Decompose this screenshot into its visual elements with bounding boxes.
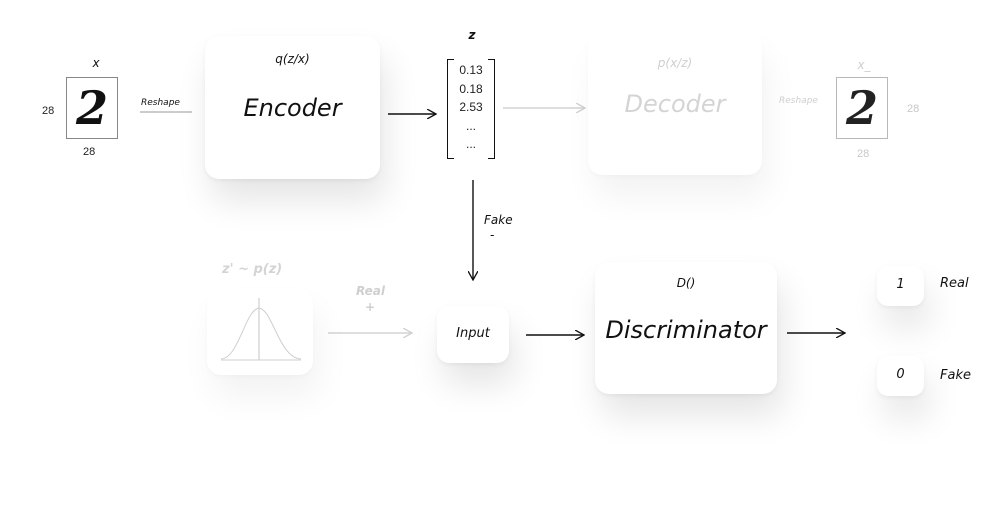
fake-path-label: Fake <box>484 213 513 227</box>
output-real-label: Real <box>940 276 969 291</box>
output-fake-label: Fake <box>940 368 971 383</box>
latent-values: 0.13 0.18 2.53 ... ... <box>447 61 495 154</box>
encoder-box <box>205 36 380 179</box>
decoder-formula: p(x/z) <box>657 56 693 70</box>
input-dim-bottom: 28 <box>83 146 96 158</box>
output-digit-image: 2 <box>836 77 888 139</box>
encoder-formula: q(z/x) <box>275 52 310 66</box>
output-real-box <box>877 266 924 306</box>
output-fake-value: 0 <box>896 367 905 382</box>
input-label: x <box>92 56 100 70</box>
vector-bracket-left <box>447 59 454 159</box>
gaussian-curve-icon <box>220 298 302 361</box>
input-digit-image: 2 <box>66 77 118 139</box>
discriminator-title: Discriminator <box>605 316 767 344</box>
discriminator-formula: D() <box>676 276 696 290</box>
input-node-box <box>437 306 509 363</box>
encoder-title: Encoder <box>243 94 342 122</box>
reshape-label-right: Reshape <box>779 96 818 106</box>
prior-box <box>207 288 313 375</box>
latent-value: 0.18 <box>459 81 483 96</box>
input-node-label: Input <box>456 326 490 341</box>
prior-label: z' ~ p(z) <box>222 262 283 277</box>
decoder-title: Decoder <box>624 90 726 118</box>
latent-value: ... <box>465 137 476 151</box>
latent-value: ... <box>465 118 476 133</box>
vector-bracket-right <box>488 59 495 159</box>
output-dim-right: 28 <box>907 103 920 115</box>
reshape-label-left: Reshape <box>141 98 180 108</box>
latent-value: 0.13 <box>459 63 483 77</box>
fake-path-sign: - <box>490 228 495 242</box>
decoder-box <box>588 33 762 175</box>
output-real-value: 1 <box>896 277 905 292</box>
latent-vector: 0.13 0.18 2.53 ... ... <box>447 59 495 159</box>
output-label: x_ <box>857 58 871 72</box>
input-dim-left: 28 <box>42 105 55 117</box>
latent-value: 2.53 <box>459 100 483 114</box>
latent-label: z <box>468 28 476 42</box>
output-fake-box <box>877 356 924 396</box>
output-dim-bottom: 28 <box>857 148 870 160</box>
discriminator-box <box>595 262 777 394</box>
real-path-label: Real <box>356 284 385 298</box>
real-path-sign: + <box>365 300 376 314</box>
